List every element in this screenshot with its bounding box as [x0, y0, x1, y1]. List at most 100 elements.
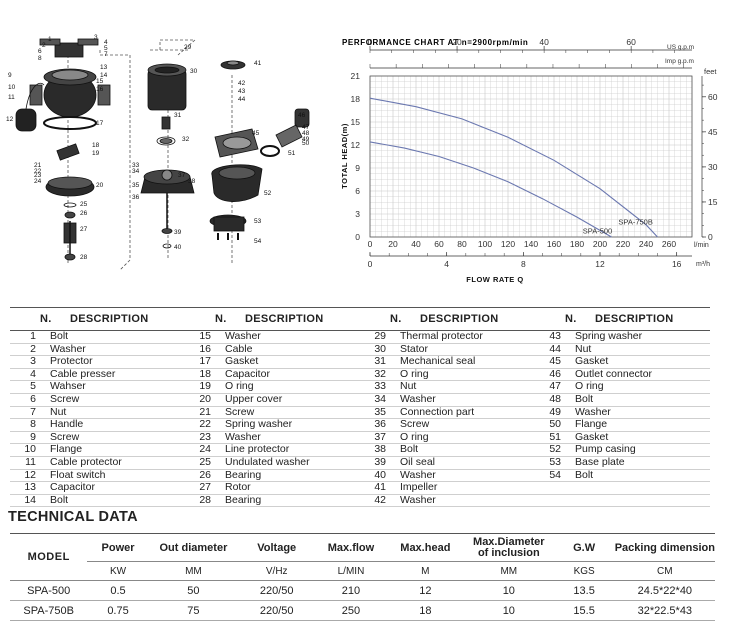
row-power: 0.75	[87, 600, 149, 621]
part-callout-number: 29	[184, 44, 192, 51]
part-entry: 33 Nut	[360, 381, 535, 393]
part-description: Spring washer	[575, 330, 643, 342]
part-entry: 2 Washer	[10, 342, 185, 356]
row-max-diameter: 10	[464, 580, 554, 601]
part-callout-number: 42	[238, 80, 246, 87]
part-callout-number: 31	[174, 112, 182, 119]
part-callout-number: 6	[38, 48, 42, 55]
row-out-diameter: 75	[148, 600, 239, 621]
part-number: 11	[25, 455, 36, 468]
y-tick-label: 12	[351, 140, 361, 150]
part-description: Base plate	[575, 455, 625, 468]
part-callout-number: 35	[132, 182, 140, 189]
part-callout-number: 37	[178, 172, 186, 179]
part-entry: 25 Undulated washer	[185, 456, 360, 469]
part-entry: 54 Bolt	[535, 468, 710, 482]
part-number: 47	[549, 380, 561, 393]
right-tick-label: 15	[708, 197, 718, 207]
part-number: 9	[30, 430, 36, 443]
part-callout-number: 24	[34, 178, 42, 185]
part-callout-number: 50	[302, 140, 310, 147]
x-tick-label: 80	[457, 239, 467, 249]
part-entry: 52 Pump casing	[535, 444, 710, 456]
part-number: 51	[549, 430, 561, 443]
part-number: 1	[30, 330, 36, 342]
part-callout-number: 22	[34, 168, 42, 175]
m3h-unit: m³/h	[696, 261, 710, 268]
technical-row-spa-500: SPA-500 0.5 50 220/50 210 12 10 13.5 24.…	[10, 580, 715, 601]
part-description: Gasket	[575, 355, 609, 368]
part-description: O ring	[400, 367, 429, 380]
top-tick-label: 40	[539, 37, 549, 47]
part-description: Outlet connector	[575, 367, 653, 380]
part-entry: 40 Washer	[360, 468, 535, 482]
part-description: Float switch	[50, 468, 106, 481]
part-description: Cable presser	[50, 367, 116, 380]
part-description: Washer	[400, 468, 436, 481]
table-row: 2 Washer 16 Cable 30 Stator 44 Nut	[10, 342, 710, 357]
table-row: 11 Cable protector 25 Undulated washer 39 Oil…	[10, 455, 710, 470]
series-line-spa-500	[369, 141, 612, 238]
x-tick-label: 240	[639, 239, 653, 249]
part-callout-number: 48	[302, 130, 310, 137]
part-description: Washer	[400, 493, 436, 506]
part-entry: 1 Bolt	[10, 330, 185, 343]
part-description: Flange	[50, 443, 83, 456]
technical-row-spa-750b: SPA-750B 0.75 75 220/50 250 18 10 15.5 3…	[10, 600, 715, 621]
part-number: 8	[30, 418, 36, 431]
part-entry: 48 Bolt	[535, 393, 710, 406]
part-entry: 35 Connection part	[360, 406, 535, 419]
part-description: Bearing	[225, 468, 262, 481]
part-number: 26	[199, 468, 211, 481]
part-number: 43	[549, 330, 561, 342]
y-tick-label: 15	[351, 117, 361, 127]
chart-grid	[369, 75, 693, 238]
part-callout-number: 32	[182, 136, 190, 143]
part-description: Screw	[400, 418, 430, 431]
part-description: Bolt	[575, 468, 594, 481]
y-tick-label: 18	[351, 94, 361, 104]
part-callout-number: 9	[8, 72, 12, 79]
parts-table-body: 1 Bolt 15 Washer 29 Thermal protector 43 Spring…	[10, 330, 710, 508]
part-number: 10	[24, 443, 36, 456]
part-number: 24	[199, 443, 211, 456]
row-max-head: 18	[386, 600, 465, 621]
header-out-diameter: Out diameter	[148, 533, 239, 562]
part-entry: 17 Gasket	[185, 356, 360, 368]
table-row: 4 Cable presser 18 Capacitor 32 O ring 46 Outle…	[10, 367, 710, 382]
part-description: Washer	[400, 392, 436, 405]
part-callout-number: 44	[238, 96, 246, 103]
y-tick-label: 21	[351, 71, 361, 81]
part-callout-number: 26	[80, 210, 88, 217]
unit-packing: CM	[614, 561, 715, 581]
part-entry: 5 Wahser	[10, 381, 185, 393]
part-entry: 44 Nut	[535, 343, 710, 356]
part-entry: 21 Screw	[185, 406, 360, 419]
part-callout-number: 1	[48, 36, 52, 43]
part-description: Upper cover	[225, 392, 283, 405]
part-description: Handle	[50, 418, 84, 431]
part-callout-number: 25	[80, 201, 88, 208]
technical-header-row: MODEL Power Out diameter Voltage Max.flo…	[10, 533, 715, 581]
row-max-head: 12	[386, 580, 465, 601]
part-description: Washer	[50, 342, 86, 355]
part-callout-number: 2	[42, 42, 46, 49]
part-number: 3	[30, 355, 36, 368]
part-entry: 47 O ring	[535, 381, 710, 393]
part-description: Stator	[400, 342, 429, 355]
part-callout-number: 23	[34, 172, 42, 179]
header-description: DESCRIPTION	[245, 313, 324, 325]
part-number: 16	[199, 342, 211, 355]
unit-max-head: M	[386, 561, 465, 581]
table-row: 1 Bolt 15 Washer 29 Thermal protector 43 Spring…	[10, 330, 710, 344]
part-entry	[535, 495, 710, 507]
header-number: N.	[40, 313, 52, 325]
part-description: Pump casing	[575, 443, 636, 456]
part-description	[575, 495, 710, 507]
part-entry: 53 Base plate	[535, 455, 710, 469]
part-description: O ring	[400, 430, 429, 443]
x-tick-label: 260	[662, 239, 676, 249]
row-max-flow: 250	[315, 600, 387, 621]
header-description: DESCRIPTION	[420, 313, 499, 325]
part-number: 15	[199, 330, 211, 342]
